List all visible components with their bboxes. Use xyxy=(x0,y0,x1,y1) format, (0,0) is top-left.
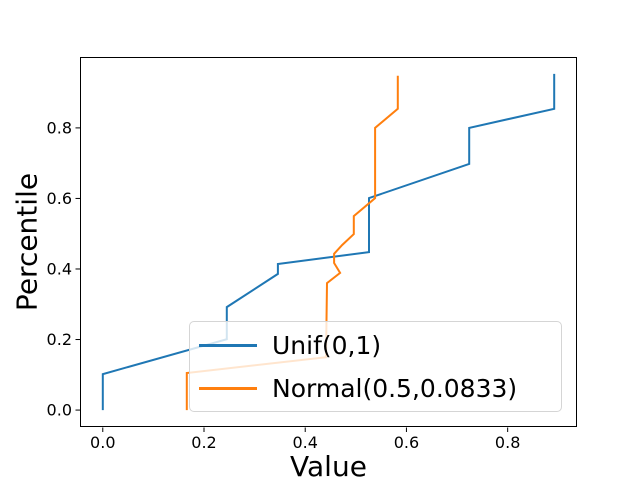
y-tick-label: 0.0 xyxy=(47,401,72,420)
legend-entry-label: Unif(0,1) xyxy=(272,331,382,360)
y-tick-label: 0.2 xyxy=(47,330,72,349)
axes-frame xyxy=(80,57,577,427)
legend-line-sample-unif xyxy=(199,344,257,347)
x-tick-label: 0.2 xyxy=(191,433,216,452)
legend-line-sample-normal xyxy=(199,387,257,390)
y-axis-label: Percentile xyxy=(10,172,44,312)
x-tick-label: 0.6 xyxy=(394,433,419,452)
y-tick-label: 0.8 xyxy=(47,118,72,137)
legend-entry: Unif(0,1) xyxy=(199,324,561,367)
legend: Unif(0,1) Normal(0.5,0.0833) xyxy=(189,321,562,412)
x-tick-label: 0.8 xyxy=(495,433,520,452)
legend-entry-label: Normal(0.5,0.0833) xyxy=(272,374,518,403)
legend-entry: Normal(0.5,0.0833) xyxy=(199,367,561,410)
x-tick-label: 0.0 xyxy=(90,433,115,452)
y-tick-label: 0.4 xyxy=(47,259,72,278)
x-axis-label: Value xyxy=(290,450,367,480)
y-tick-label: 0.6 xyxy=(47,189,72,208)
x-tick-label: 0.4 xyxy=(292,433,317,452)
